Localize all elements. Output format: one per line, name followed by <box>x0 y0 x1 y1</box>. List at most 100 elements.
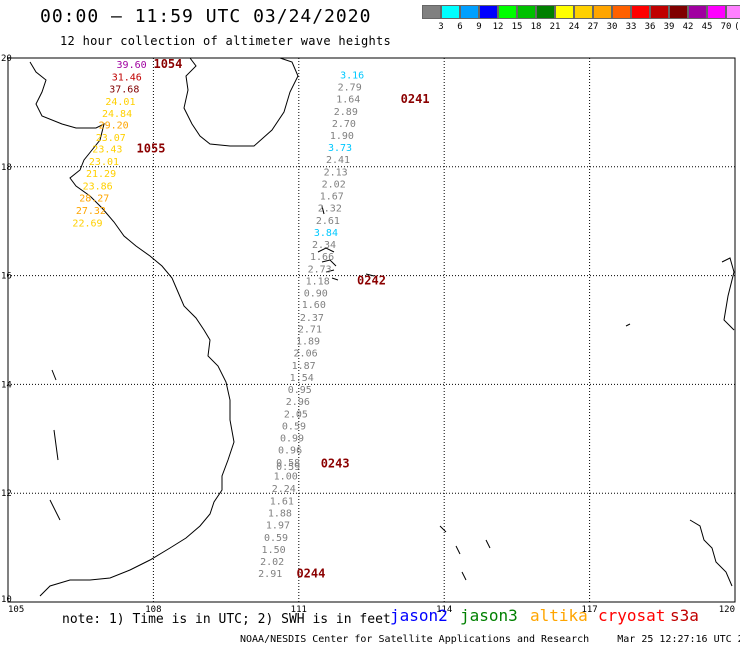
y-tick-label: 14 <box>1 380 12 390</box>
wave-height-value: 23.07 <box>96 133 126 144</box>
wave-height-value: 0.59 <box>276 462 300 473</box>
wave-height-value: 2.91 <box>258 569 282 580</box>
color-scale-label: (ft) <box>734 22 740 32</box>
y-tick-label: 20 <box>1 54 12 64</box>
color-scale-label: 39 <box>663 22 675 32</box>
wave-height-value: 0.99 <box>280 434 304 445</box>
wave-height-value: 0.95 <box>288 385 312 396</box>
legend-entry-altika: altika <box>530 606 588 625</box>
wave-height-value: 2.79 <box>338 83 362 94</box>
wave-height-value: 2.41 <box>326 155 350 166</box>
wave-height-value: 2.13 <box>324 168 348 179</box>
x-tick-label: 111 <box>291 605 307 615</box>
color-scale-label: 33 <box>625 22 637 32</box>
wave-height-value: 3.84 <box>314 228 338 239</box>
wave-height-value: 39.60 <box>117 60 147 71</box>
color-scale-swatch <box>726 5 740 19</box>
coastline-segment <box>439 525 491 581</box>
color-scale-label: 15 <box>511 22 523 32</box>
page-subtitle: 12 hour collection of altimeter wave hei… <box>60 34 392 48</box>
wave-height-value: 2.96 <box>286 397 310 408</box>
color-scale-swatch <box>555 5 574 19</box>
coastline-segment <box>29 61 235 597</box>
color-scale-swatch <box>688 5 707 19</box>
wave-height-value: 23.43 <box>92 145 122 156</box>
axis-ticks: 105 108 111 114 117 120 20 18 16 14 12 10 <box>1 54 735 615</box>
color-scale-label: 9 <box>476 22 482 32</box>
color-scale-swatch <box>422 5 441 19</box>
color-scale-swatch <box>574 5 593 19</box>
wave-height-value: 29.20 <box>99 121 129 132</box>
color-scale-label: 27 <box>587 22 599 32</box>
coastline-segment <box>625 323 631 327</box>
color-scale-label: 36 <box>644 22 656 32</box>
legend-entry-jason2: jason2 <box>390 606 448 625</box>
color-scale-label: 24 <box>568 22 580 32</box>
wave-height-value: 0.90 <box>304 288 328 299</box>
credit-line: NOAA/NESDIS Center for Satellite Applica… <box>240 634 740 645</box>
wave-height-value: 1.64 <box>336 95 360 106</box>
x-tick-label: 120 <box>719 605 735 615</box>
color-scale-label: 12 <box>492 22 504 32</box>
wave-height-value: 23.01 <box>89 157 119 168</box>
color-scale-label: 45 <box>701 22 713 32</box>
pass-time-label: 0244 <box>296 567 325 581</box>
color-scale-swatch <box>536 5 555 19</box>
wave-height-value: 1.90 <box>330 131 354 142</box>
y-tick-label: 18 <box>1 163 12 173</box>
wave-height-value: 28.27 <box>79 194 109 205</box>
wave-height-value: 0.59 <box>264 533 288 544</box>
wave-height-value: 0.96 <box>278 445 302 456</box>
coastline-segment <box>689 519 733 587</box>
color-scale-label: 21 <box>549 22 561 32</box>
color-scale-swatch <box>669 5 688 19</box>
color-scale-swatch <box>707 5 726 19</box>
wave-height-value: 1.50 <box>262 545 286 556</box>
wave-height-value: 1.89 <box>296 337 320 348</box>
wave-height-value: 1.61 <box>270 497 294 508</box>
wave-height-value: 2.05 <box>284 410 308 421</box>
legend-entry-s3a: s3a <box>670 606 699 625</box>
color-scale-label: 42 <box>682 22 694 32</box>
wave-height-value: 0.59 <box>282 422 306 433</box>
wave-height-value: 24.84 <box>102 109 132 120</box>
pass-time-label: 0242 <box>357 273 386 287</box>
wave-height-value: 1.66 <box>310 252 334 263</box>
coastline-segment <box>317 247 339 281</box>
wave-height-value: 2.70 <box>332 119 356 130</box>
wave-height-value: 2.37 <box>300 313 324 324</box>
x-tick-label: 114 <box>436 605 452 615</box>
pass-time-label: 0243 <box>321 457 350 471</box>
wave-height-value: 2.24 <box>272 484 296 495</box>
color-scale-swatch <box>517 5 536 19</box>
y-tick-label: 12 <box>1 489 12 499</box>
color-scale-swatch <box>631 5 650 19</box>
wave-height-value: 1.60 <box>302 300 326 311</box>
wave-height-value: 1.54 <box>290 373 314 384</box>
wave-height-value: 2.34 <box>312 240 336 251</box>
wave-height-value: 1.87 <box>292 361 316 372</box>
wave-height-value: 21.29 <box>86 169 116 180</box>
color-scale-swatch <box>650 5 669 19</box>
color-scale-swatch <box>460 5 479 19</box>
credit-text: NOAA/NESDIS Center for Satellite Applica… <box>240 634 590 645</box>
legend-entry-cryosat: cryosat <box>598 606 666 625</box>
wave-height-value: 2.89 <box>334 107 358 118</box>
color-scale-swatch <box>593 5 612 19</box>
legend-entry-jason3: jason3 <box>460 606 518 625</box>
footnote: note: 1) Time is in UTC; 2) SWH is in fe… <box>62 612 391 627</box>
color-scale-label: 18 <box>530 22 542 32</box>
wave-height-value: 1.00 <box>274 472 298 483</box>
x-tick-label: 105 <box>8 605 24 615</box>
y-tick-label: 10 <box>1 595 12 605</box>
wave-height-value: 2.06 <box>294 349 318 360</box>
wave-height-value: 37.68 <box>109 84 139 95</box>
color-scale-label: 6 <box>457 22 463 32</box>
pass-time-label: 0241 <box>401 92 430 106</box>
wave-height-value: 2.32 <box>318 203 342 214</box>
map-border <box>7 57 736 603</box>
wave-height-value: 2.73 <box>308 264 332 275</box>
